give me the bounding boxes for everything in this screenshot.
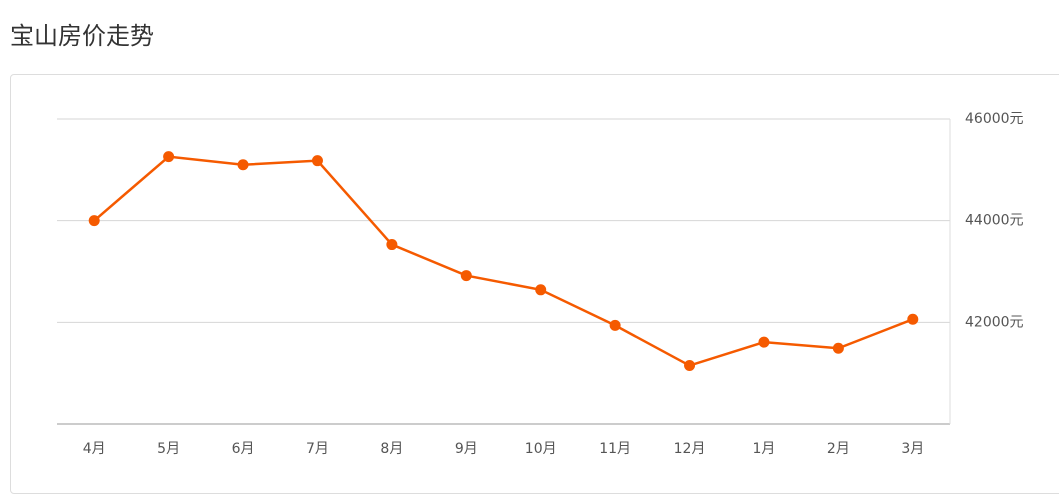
x-tick-label: 1月 [752, 441, 775, 457]
data-point [758, 336, 770, 348]
data-point [386, 239, 398, 251]
data-point [460, 270, 472, 282]
page-title: 宝山房价走势 [10, 22, 154, 50]
data-point [88, 215, 100, 227]
x-tick-label: 10月 [525, 441, 557, 457]
y-tick-label: 46000元 [965, 111, 1024, 127]
x-tick-label: 9月 [455, 441, 478, 457]
data-point [535, 284, 547, 296]
data-point [907, 313, 919, 325]
series-line [93, 155, 914, 367]
data-point [609, 319, 621, 331]
data-point [237, 159, 249, 171]
x-tick-label: 7月 [306, 441, 329, 457]
data-point [684, 360, 696, 372]
data-point [163, 151, 175, 163]
x-tick-label: 6月 [232, 441, 255, 457]
data-point [832, 342, 844, 354]
x-tick-label: 5月 [157, 441, 180, 457]
page: 宝山房价走势 42000元 44000元 46000元 4月 5月 6月 7月 8月 9月 10月… [10, 22, 1059, 494]
x-tick-label: 2月 [827, 441, 850, 457]
x-tick-label: 8月 [380, 441, 403, 457]
y-tick-label: 44000元 [965, 213, 1024, 229]
data-point [311, 155, 323, 167]
y-tick-label: 42000元 [965, 314, 1024, 330]
chart: 42000元 44000元 46000元 4月 5月 6月 7月 8月 9月 10月 11月 12月 1… [57, 111, 1024, 457]
x-tick-label: 12月 [674, 441, 706, 457]
x-tick-label: 3月 [901, 441, 924, 457]
x-tick-label: 11月 [599, 441, 631, 457]
x-tick-label: 4月 [83, 441, 106, 457]
